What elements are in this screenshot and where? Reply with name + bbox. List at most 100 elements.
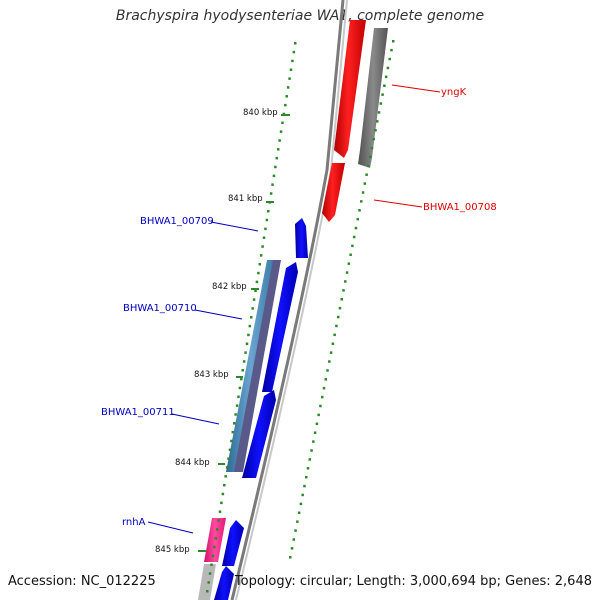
gene-BHWA1-00708[interactable] bbox=[322, 163, 345, 222]
tick-dot bbox=[315, 422, 319, 426]
tick-dot bbox=[234, 413, 237, 416]
gene-blue-lower-1[interactable] bbox=[222, 520, 244, 566]
tick-dot bbox=[221, 492, 225, 496]
gene-BHWA1-00709[interactable] bbox=[295, 218, 308, 258]
tick-label: 842 kbp bbox=[212, 282, 247, 292]
tick-dot bbox=[340, 298, 343, 301]
tick-dot bbox=[258, 262, 262, 266]
tick-dot bbox=[368, 155, 372, 159]
tick-label: 841 kbp bbox=[228, 194, 263, 204]
tick-dot bbox=[347, 262, 351, 265]
tick-dot bbox=[206, 590, 209, 593]
tick-dot bbox=[244, 351, 247, 354]
tick-dot bbox=[351, 244, 354, 248]
tick-dot bbox=[245, 342, 249, 346]
tick-dot bbox=[274, 165, 277, 169]
gene-BHWA1-00711[interactable] bbox=[242, 390, 276, 478]
tick-dot bbox=[322, 386, 326, 390]
gene-label-BHWA1-00709[interactable]: BHWA1_00709 bbox=[140, 216, 214, 227]
tick-dot bbox=[381, 93, 384, 96]
gene-BHWA1-00710[interactable] bbox=[262, 262, 298, 392]
tick-dot bbox=[377, 111, 381, 114]
tick-dot bbox=[210, 563, 213, 566]
tick-dot bbox=[317, 413, 320, 417]
tick-dot bbox=[267, 209, 270, 213]
tick-dot bbox=[360, 200, 363, 203]
tick-dot bbox=[310, 449, 313, 452]
gene-label-BHWA1-00710[interactable]: BHWA1_00710 bbox=[123, 303, 197, 314]
gene-rnhA[interactable] bbox=[204, 518, 226, 562]
tick-dot bbox=[390, 48, 393, 52]
tick-dot bbox=[294, 529, 297, 532]
tick-dot bbox=[211, 554, 215, 558]
tick-dot bbox=[388, 57, 391, 61]
tick-dot bbox=[367, 164, 370, 168]
tick-dot bbox=[289, 68, 293, 72]
tick-dot bbox=[241, 369, 244, 372]
gene-label-BHWA1-00711[interactable]: BHWA1_00711 bbox=[101, 407, 175, 418]
tick-label: 844 kbp bbox=[175, 458, 210, 468]
tick-dot bbox=[225, 466, 229, 469]
tick-labels: 840 kbp 841 kbp 842 kbp 843 kbp 844 kbp … bbox=[155, 108, 290, 555]
tick-dot bbox=[265, 218, 269, 222]
tick-dot bbox=[242, 360, 246, 363]
tick-dot bbox=[296, 520, 299, 523]
leader-line-BHWA1-00708 bbox=[373, 199, 423, 208]
tick-dot bbox=[361, 191, 365, 194]
gene-grey-top[interactable] bbox=[358, 28, 388, 168]
leader-line-yngK bbox=[391, 84, 441, 93]
tick-dot bbox=[279, 130, 283, 133]
tick-dot bbox=[319, 404, 322, 408]
tick-dot bbox=[329, 351, 333, 354]
leader-line-BHWA1-00711 bbox=[171, 413, 220, 425]
gene-blue-lower-2[interactable] bbox=[214, 566, 234, 600]
tick-dot bbox=[286, 86, 290, 89]
gene-label-yngK[interactable]: yngK bbox=[441, 87, 467, 98]
tick-dot bbox=[383, 84, 386, 87]
tick-dot bbox=[312, 440, 315, 443]
tick-dot bbox=[370, 146, 374, 150]
tick-dot bbox=[376, 120, 379, 123]
tick-dot bbox=[328, 360, 331, 363]
leader-line-BHWA1-00709 bbox=[210, 221, 259, 232]
tick-dot bbox=[349, 253, 352, 257]
tick-dot bbox=[272, 174, 276, 178]
tick-dot bbox=[275, 156, 279, 160]
gene-label-rnhA[interactable]: rnhA bbox=[122, 517, 146, 528]
tick-dot bbox=[259, 254, 263, 257]
tick-dot bbox=[207, 581, 210, 584]
gene-label-BHWA1-00708[interactable]: BHWA1_00708 bbox=[423, 202, 497, 213]
tick-dot bbox=[290, 547, 294, 550]
tick-dot bbox=[220, 501, 223, 505]
gene-yngK[interactable] bbox=[334, 20, 366, 158]
tick-dot bbox=[313, 431, 317, 434]
tick-dot bbox=[255, 280, 259, 284]
gene-features bbox=[198, 20, 388, 600]
tick-dot bbox=[269, 192, 273, 195]
tick-dot bbox=[297, 511, 301, 515]
tick-dot bbox=[261, 245, 264, 248]
tick-dot bbox=[354, 226, 358, 230]
tick-dot bbox=[262, 236, 266, 239]
tick-dot bbox=[358, 209, 361, 212]
tick-dot bbox=[301, 493, 304, 497]
tick-dot bbox=[291, 59, 294, 63]
tick-dot bbox=[345, 271, 349, 274]
tick-dot bbox=[214, 536, 218, 540]
tick-dot bbox=[342, 289, 345, 292]
genome-title: Brachyspira hyodysenteriae WA1, complete… bbox=[115, 8, 485, 24]
tick-dot bbox=[231, 430, 235, 434]
tick-label: 843 kbp bbox=[194, 370, 229, 380]
tick-dot bbox=[374, 128, 377, 132]
tick-dot bbox=[227, 457, 230, 460]
tick-dot bbox=[235, 404, 239, 407]
tick-dot bbox=[264, 227, 267, 231]
tick-dot bbox=[251, 307, 254, 310]
tick-dot bbox=[252, 298, 256, 301]
tick-dot bbox=[218, 510, 222, 513]
tick-dot bbox=[335, 324, 338, 328]
gene-labels: yngK BHWA1_00708 BHWA1_00709 BHWA1_00710… bbox=[101, 84, 497, 534]
tick-dot bbox=[278, 139, 281, 142]
tick-dot bbox=[306, 467, 310, 470]
leader-line-rnhA bbox=[147, 521, 194, 534]
